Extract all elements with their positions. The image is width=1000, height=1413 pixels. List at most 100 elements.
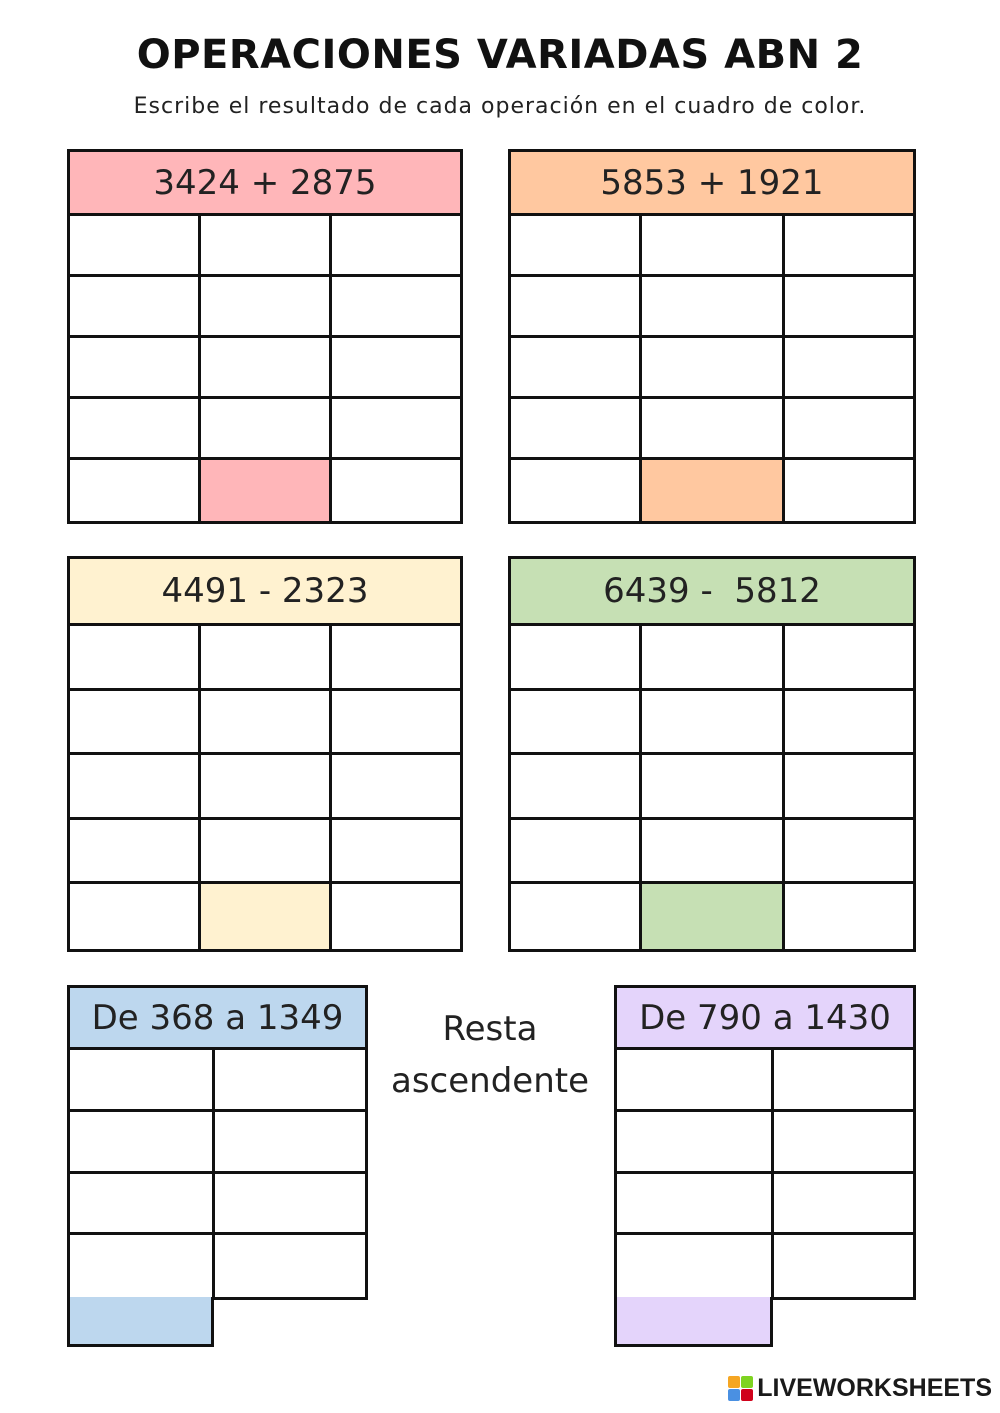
operation-header: 5853 + 1921 <box>511 152 913 216</box>
ascending-subtraction-table-1: De 368 a 1349 <box>67 985 368 1361</box>
answer-cell[interactable] <box>511 277 642 338</box>
answer-cell[interactable] <box>70 1111 215 1174</box>
answer-cell[interactable] <box>785 626 913 691</box>
answer-cell[interactable] <box>785 277 913 338</box>
ascending-grid <box>614 1050 916 1300</box>
ascending-header: De 790 a 1430 <box>614 985 916 1050</box>
answer-cell[interactable] <box>511 755 642 820</box>
answer-cell[interactable] <box>511 626 642 691</box>
result-cell[interactable] <box>67 1297 214 1347</box>
operation-header: 3424 + 2875 <box>70 152 460 216</box>
answer-cell[interactable] <box>332 399 460 460</box>
operation-grid <box>511 626 913 949</box>
result-cell[interactable] <box>201 884 332 949</box>
answer-cell[interactable] <box>70 884 201 949</box>
answer-cell[interactable] <box>70 755 201 820</box>
answer-cell[interactable] <box>70 819 201 885</box>
answer-cell[interactable] <box>201 755 332 820</box>
answer-cell[interactable] <box>785 691 913 756</box>
answer-cell[interactable] <box>70 690 201 756</box>
result-cell[interactable] <box>614 1297 773 1347</box>
answer-cell[interactable] <box>785 338 913 399</box>
answer-cell[interactable] <box>332 338 460 399</box>
answer-cell[interactable] <box>642 626 785 691</box>
answer-cell[interactable] <box>785 216 913 277</box>
operation-header: 4491 - 2323 <box>70 559 460 626</box>
answer-cell[interactable] <box>70 338 201 399</box>
answer-cell[interactable] <box>617 1173 774 1236</box>
operation-table-2: 5853 + 1921 <box>508 149 916 524</box>
ascending-subtraction-table-2: De 790 a 1430 <box>614 985 916 1361</box>
answer-cell[interactable] <box>332 626 460 691</box>
answer-cell[interactable] <box>70 399 201 460</box>
answer-cell[interactable] <box>617 1050 774 1112</box>
result-cell[interactable] <box>201 460 332 521</box>
answer-cell[interactable] <box>332 691 460 756</box>
brand-text: LIVEWORKSHEETS <box>757 1374 992 1402</box>
answer-cell[interactable] <box>215 1050 365 1112</box>
answer-cell[interactable] <box>70 277 201 338</box>
answer-cell[interactable] <box>642 819 785 885</box>
answer-cell[interactable] <box>642 338 785 399</box>
answer-cell[interactable] <box>511 690 642 756</box>
answer-cell[interactable] <box>70 1235 215 1297</box>
answer-cell[interactable] <box>774 1050 913 1112</box>
answer-cell[interactable] <box>774 1112 913 1174</box>
answer-cell[interactable] <box>201 338 332 399</box>
answer-cell[interactable] <box>785 884 913 949</box>
instructions: Escribe el resultado de cada operación e… <box>133 94 867 119</box>
answer-cell[interactable] <box>332 755 460 820</box>
answer-cell[interactable] <box>642 399 785 460</box>
answer-cell[interactable] <box>785 820 913 885</box>
operation-table-1: 3424 + 2875 <box>67 149 463 524</box>
answer-cell[interactable] <box>785 399 913 460</box>
answer-cell[interactable] <box>511 338 642 399</box>
operation-grid <box>70 216 460 521</box>
answer-cell[interactable] <box>642 690 785 756</box>
answer-cell[interactable] <box>201 690 332 756</box>
answer-cell[interactable] <box>774 1174 913 1236</box>
answer-cell[interactable] <box>332 277 460 338</box>
answer-cell[interactable] <box>642 755 785 820</box>
page-title: OPERACIONES VARIADAS ABN 2 <box>136 32 864 78</box>
answer-cell[interactable] <box>70 626 201 691</box>
answer-cell[interactable] <box>201 819 332 885</box>
answer-cell[interactable] <box>215 1174 365 1236</box>
answer-cell[interactable] <box>70 1173 215 1236</box>
answer-cell[interactable] <box>201 399 332 460</box>
answer-cell[interactable] <box>785 460 913 521</box>
answer-cell[interactable] <box>70 1050 215 1112</box>
answer-cell[interactable] <box>215 1235 365 1297</box>
operation-table-3: 4491 - 2323 <box>67 556 463 952</box>
answer-cell[interactable] <box>201 216 332 277</box>
answer-cell[interactable] <box>617 1111 774 1174</box>
answer-cell[interactable] <box>215 1112 365 1174</box>
label-line-1: Resta <box>442 1009 538 1049</box>
answer-cell[interactable] <box>332 820 460 885</box>
operation-table-4: 6439 - 5812 <box>508 556 916 952</box>
answer-cell[interactable] <box>511 819 642 885</box>
answer-cell[interactable] <box>511 884 642 949</box>
answer-cell[interactable] <box>332 884 460 949</box>
answer-cell[interactable] <box>642 277 785 338</box>
answer-cell[interactable] <box>70 460 201 521</box>
operation-header: 6439 - 5812 <box>511 559 913 626</box>
answer-cell[interactable] <box>774 1235 913 1297</box>
answer-cell[interactable] <box>785 755 913 820</box>
answer-cell[interactable] <box>511 460 642 521</box>
ascending-header: De 368 a 1349 <box>67 985 368 1050</box>
answer-cell[interactable] <box>617 1235 774 1297</box>
result-cell[interactable] <box>642 884 785 949</box>
answer-cell[interactable] <box>70 216 201 277</box>
liveworksheets-logo-icon <box>728 1376 754 1401</box>
answer-cell[interactable] <box>201 626 332 691</box>
answer-cell[interactable] <box>511 216 642 277</box>
liveworksheets-logo: LIVEWORKSHEETS <box>728 1374 992 1403</box>
answer-cell[interactable] <box>201 277 332 338</box>
answer-cell[interactable] <box>511 399 642 460</box>
result-cell[interactable] <box>642 460 785 521</box>
answer-cell[interactable] <box>332 216 460 277</box>
label-line-2: ascendente <box>390 1061 589 1101</box>
answer-cell[interactable] <box>332 460 460 521</box>
answer-cell[interactable] <box>642 216 785 277</box>
